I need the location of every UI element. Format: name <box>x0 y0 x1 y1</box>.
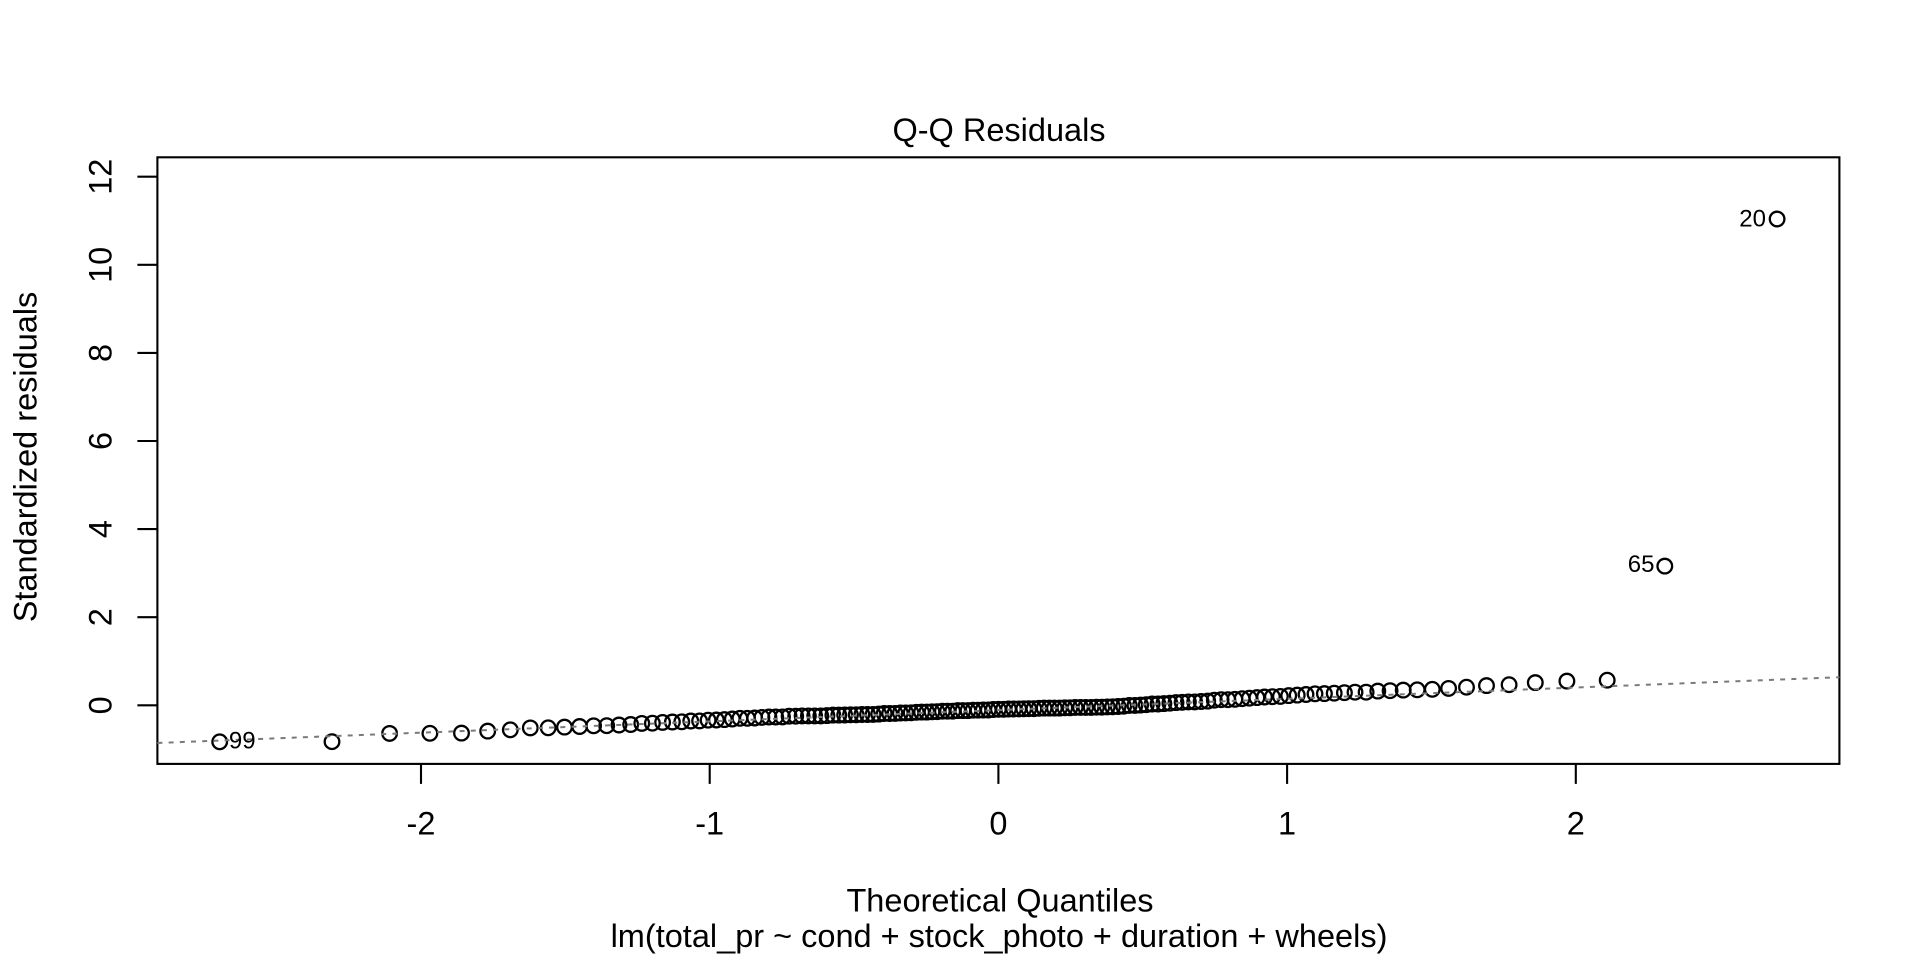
svg-text:20: 20 <box>1739 205 1766 232</box>
svg-text:4: 4 <box>83 520 119 538</box>
svg-text:1: 1 <box>1278 806 1296 842</box>
svg-text:lm(total_pr ~ cond + stock_pho: lm(total_pr ~ cond + stock_photo + durat… <box>611 918 1388 954</box>
svg-text:0: 0 <box>989 806 1007 842</box>
svg-text:0: 0 <box>83 696 119 714</box>
svg-text:65: 65 <box>1628 551 1655 578</box>
svg-text:10: 10 <box>83 247 119 283</box>
svg-text:-1: -1 <box>695 806 724 842</box>
svg-text:6: 6 <box>83 432 119 450</box>
svg-text:Standardized residuals: Standardized residuals <box>8 292 44 623</box>
svg-text:Q-Q Residuals: Q-Q Residuals <box>892 112 1105 148</box>
svg-text:2: 2 <box>1567 806 1585 842</box>
svg-text:-2: -2 <box>407 806 436 842</box>
svg-text:Theoretical Quantiles: Theoretical Quantiles <box>846 883 1153 919</box>
svg-text:12: 12 <box>83 159 119 195</box>
svg-text:99: 99 <box>229 728 256 755</box>
svg-text:8: 8 <box>83 344 119 362</box>
svg-text:2: 2 <box>83 608 119 626</box>
